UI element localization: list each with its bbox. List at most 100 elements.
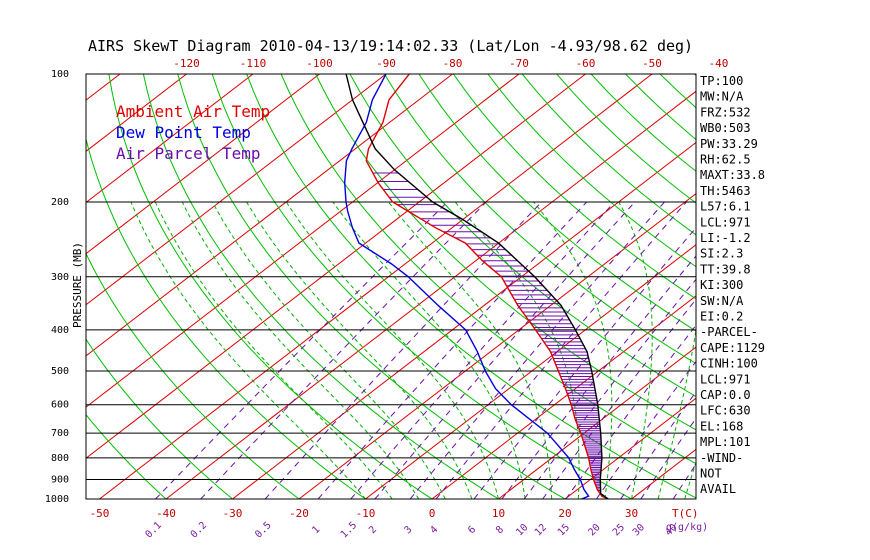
top-temp-tick-label: -70 bbox=[509, 57, 529, 70]
pressure-tick-label: 600 bbox=[51, 400, 69, 411]
mixing-ratio-label: 0.2 bbox=[189, 520, 210, 541]
stat-item: CAPE:1129 bbox=[700, 341, 765, 355]
stat-item: EL:168 bbox=[700, 419, 743, 433]
stat-item: WB0:503 bbox=[700, 121, 751, 135]
pressure-tick-label: 900 bbox=[51, 475, 69, 486]
stat-item: NOT bbox=[700, 467, 722, 481]
bottom-temp-tick-label: -10 bbox=[356, 507, 376, 520]
top-temp-tick-label: -90 bbox=[376, 57, 396, 70]
chart-title: AIRS SkewT Diagram 2010-04-13/19:14:02.3… bbox=[88, 37, 693, 55]
mixing-ratio-label: 12 bbox=[533, 522, 549, 538]
stat-item: -WIND- bbox=[700, 451, 743, 465]
stat-item: LI:-1.2 bbox=[700, 231, 751, 245]
isotherm-line bbox=[86, 74, 520, 408]
dry-adiabat-line bbox=[142, 74, 499, 499]
top-temp-tick-label: -40 bbox=[709, 57, 729, 70]
mixing-ratio-label: 4 bbox=[428, 524, 440, 536]
stat-item: AVAIL bbox=[700, 482, 736, 496]
isotherm-line bbox=[86, 74, 187, 152]
y-axis-label: PRESSURE (MB) bbox=[71, 242, 84, 328]
parcel-temp-line bbox=[345, 74, 609, 499]
isotherm-line bbox=[765, 74, 870, 499]
pressure-tick-label: 300 bbox=[51, 272, 69, 283]
dry-adiabat-line bbox=[86, 414, 167, 499]
dry-adiabat-line bbox=[315, 74, 696, 431]
mixing-ratio-line bbox=[473, 227, 696, 499]
dry-adiabat-line bbox=[349, 74, 696, 398]
mixing-ratio-line bbox=[350, 201, 615, 499]
dry-adiabat-line bbox=[384, 74, 696, 365]
bottom-temp-tick-label: -40 bbox=[156, 507, 176, 520]
pressure-tick-label: 400 bbox=[51, 325, 69, 336]
stat-item: TT:39.8 bbox=[700, 262, 751, 276]
mixing-ratio-label: 1 bbox=[310, 524, 322, 536]
mixing-ratio-line bbox=[200, 201, 487, 499]
pressure-tick-label: 800 bbox=[51, 453, 69, 464]
dry-adiabat-line bbox=[86, 338, 233, 499]
pressure-tick-label: 700 bbox=[51, 428, 69, 439]
moist-adiabat-line bbox=[618, 201, 653, 499]
mixing-ratio-label: 2 bbox=[367, 524, 379, 536]
dry-adiabat-line bbox=[659, 74, 696, 109]
isotherm-line bbox=[232, 141, 696, 499]
mixing-ratio-label: 1.5 bbox=[339, 520, 360, 541]
isotherm-line bbox=[86, 74, 586, 459]
stat-item: LFC:630 bbox=[700, 404, 751, 418]
mixing-ratio-label: 15 bbox=[556, 522, 572, 538]
mixing-ratio-label: 20 bbox=[586, 522, 602, 538]
mixing-ratio-label: 3 bbox=[402, 524, 414, 536]
dry-adiabat-line bbox=[86, 137, 366, 499]
isotherm-line bbox=[0, 74, 54, 499]
isotherm-line bbox=[564, 397, 696, 499]
moist-adiabat-line bbox=[285, 201, 499, 499]
isotherm-line bbox=[86, 74, 254, 204]
bottom-temp-tick-label: 30 bbox=[625, 507, 638, 520]
temp-unit-label: T(C) bbox=[672, 507, 699, 520]
top-temp-tick-label: -120 bbox=[173, 57, 200, 70]
legend-ambient-air-temp: Ambient Air Temp bbox=[116, 102, 270, 121]
stat-item: LCL:971 bbox=[700, 372, 751, 386]
stat-item: CINH:100 bbox=[700, 357, 758, 371]
stat-item: MW:N/A bbox=[700, 90, 744, 104]
stat-item: FRZ:532 bbox=[700, 105, 751, 119]
stat-item: EI:0.2 bbox=[700, 310, 743, 324]
isotherm-line bbox=[365, 244, 696, 499]
dewpoint-temp-line bbox=[343, 74, 590, 499]
pressure-tick-label: 100 bbox=[51, 69, 69, 80]
isotherm-line bbox=[431, 295, 696, 499]
stat-item: TP:100 bbox=[700, 74, 743, 88]
top-temp-tick-label: -60 bbox=[576, 57, 596, 70]
stat-item: LCL:971 bbox=[700, 215, 751, 229]
stat-item: KI:300 bbox=[700, 278, 743, 292]
moist-adiabat-line bbox=[130, 201, 366, 499]
pressure-tick-label: 500 bbox=[51, 366, 69, 377]
stat-item: SI:2.3 bbox=[700, 247, 743, 261]
mixing-ratio-label: 10 bbox=[514, 522, 530, 538]
stat-item: SW:N/A bbox=[700, 294, 744, 308]
ambient-temp-line bbox=[365, 74, 609, 499]
stat-item: L57:6.1 bbox=[700, 200, 751, 214]
top-temp-tick-label: -100 bbox=[306, 57, 333, 70]
legend-air-parcel-temp: Air Parcel Temp bbox=[116, 144, 261, 163]
dry-adiabat-line bbox=[487, 74, 696, 268]
pressure-tick-label: 200 bbox=[51, 197, 69, 208]
stat-item: PW:33.29 bbox=[700, 137, 758, 151]
stat-item: CAP:0.0 bbox=[700, 388, 751, 402]
mixing-ratio-line bbox=[523, 278, 696, 499]
mixing-ratio-label: 0.1 bbox=[143, 520, 164, 541]
top-temp-tick-label: -80 bbox=[443, 57, 463, 70]
top-temp-tick-label: -50 bbox=[642, 57, 662, 70]
moist-adiabat-line bbox=[246, 201, 473, 499]
mixing-ratio-label: 8 bbox=[494, 524, 506, 536]
mixing-ratio-line bbox=[155, 201, 448, 499]
isotherm-line bbox=[86, 74, 320, 255]
mixing-ratio-unit-label: g(g/kg) bbox=[666, 522, 708, 533]
mixing-ratio-label: 25 bbox=[611, 522, 627, 538]
dry-adiabat-line bbox=[418, 74, 696, 332]
data-layer bbox=[343, 74, 609, 499]
top-temp-tick-label: -110 bbox=[240, 57, 267, 70]
bottom-temp-tick-label: -30 bbox=[223, 507, 243, 520]
mixing-ratio-line bbox=[264, 201, 543, 499]
